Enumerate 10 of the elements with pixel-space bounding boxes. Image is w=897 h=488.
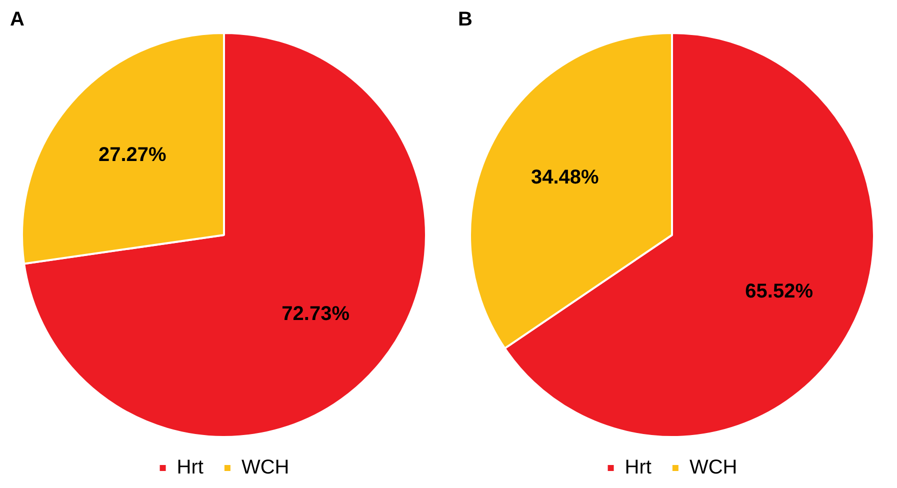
data-label: 27.27% bbox=[98, 144, 167, 166]
legend-label: WCH bbox=[241, 456, 290, 479]
legend-label: Hrt bbox=[624, 456, 652, 479]
legend-label: Hrt bbox=[176, 456, 204, 479]
data-label: 65.52% bbox=[745, 280, 814, 302]
data-label: 34.48% bbox=[531, 166, 600, 189]
data-label: 72.73% bbox=[282, 302, 350, 325]
chart-title: A bbox=[10, 8, 24, 31]
legend-label: WCH bbox=[689, 456, 738, 479]
chart-title: B bbox=[458, 8, 472, 31]
